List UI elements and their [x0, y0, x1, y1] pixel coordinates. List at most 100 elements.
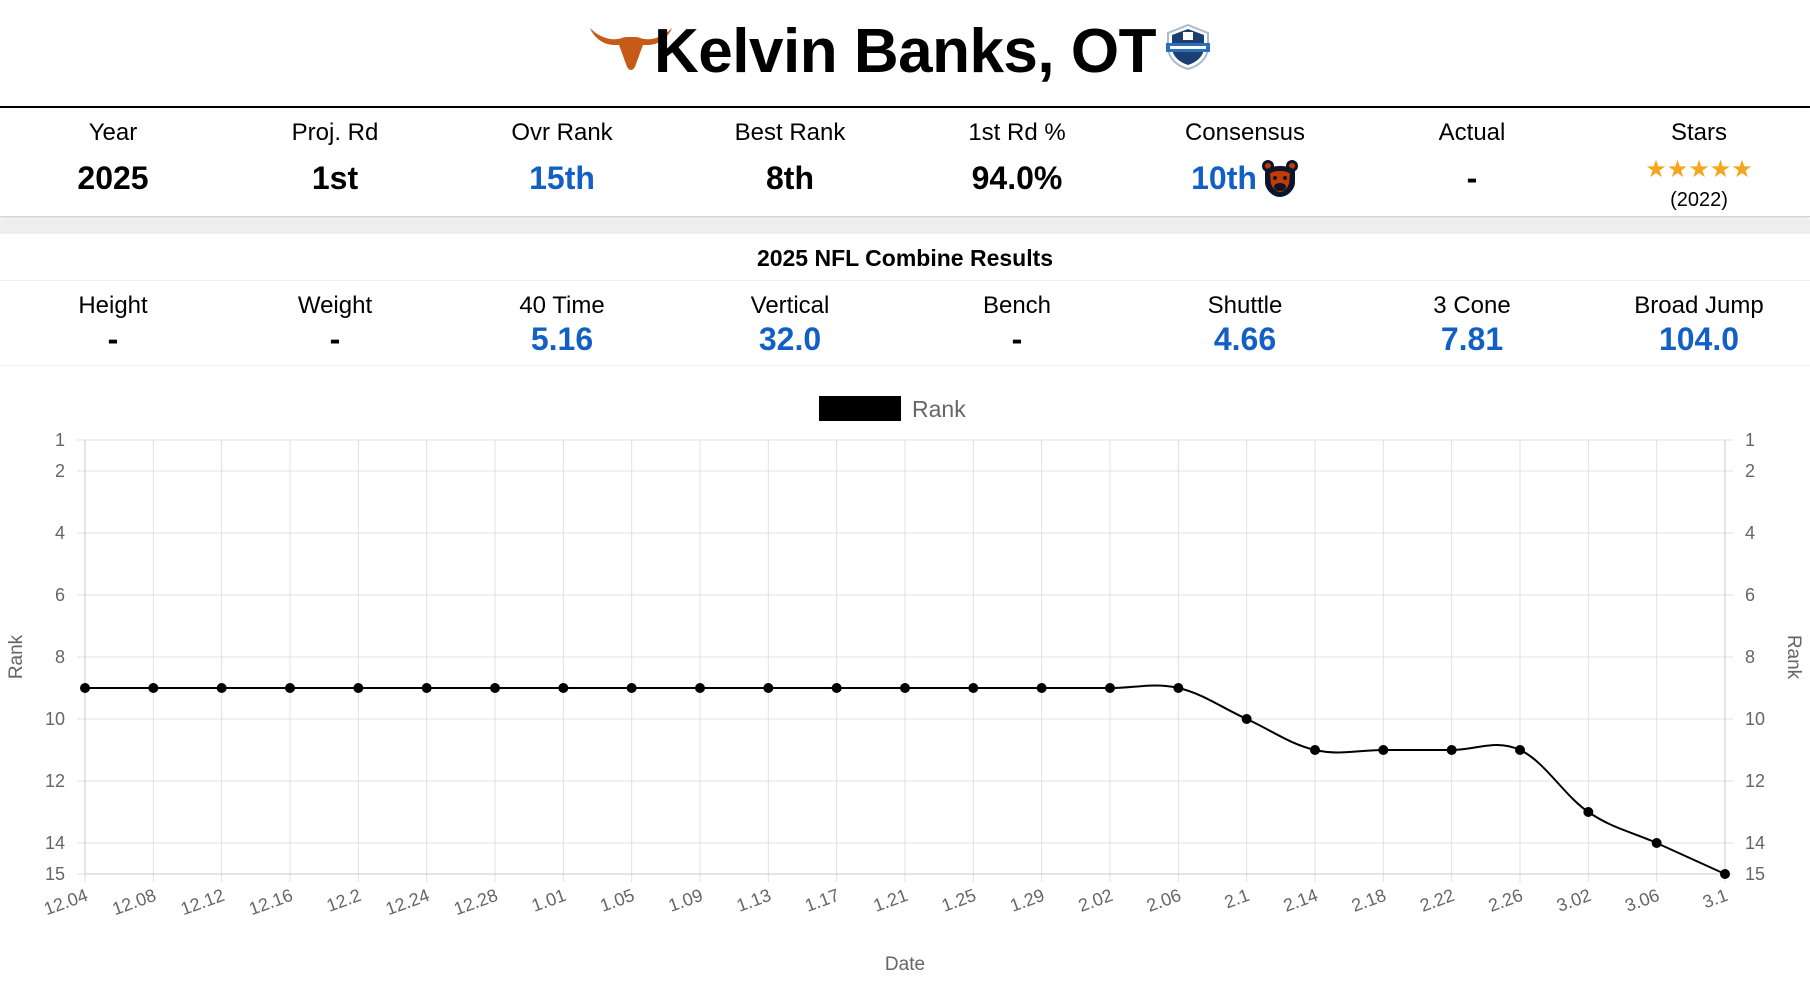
nfl-combine-icon	[1166, 23, 1210, 71]
stat-year: Year 2025	[0, 108, 226, 216]
y-tick-label-right: 15	[1745, 864, 1765, 884]
x-tick-label: 2.14	[1281, 885, 1321, 916]
star-rating: ★★★★★	[1645, 156, 1753, 183]
data-point	[1310, 745, 1320, 755]
combine-value: 32.0	[758, 321, 822, 357]
x-tick-label: 1.01	[529, 885, 569, 916]
y-tick-label-left: 6	[55, 585, 65, 605]
combine-broad-jump: Broad Jump 104.0	[1586, 281, 1810, 365]
stat-actual: Actual -	[1359, 108, 1585, 216]
y-tick-label-left: 15	[45, 864, 65, 884]
x-tick-label: 1.09	[666, 885, 706, 916]
x-tick-label: 2.02	[1076, 885, 1116, 916]
combine-label: Height	[78, 292, 148, 319]
data-point	[626, 683, 637, 693]
x-axis-title: Date	[885, 954, 925, 975]
x-tick-label: 12.24	[383, 885, 432, 919]
data-point	[148, 683, 159, 693]
x-tick-label: 12.12	[178, 885, 227, 919]
stat-label: Proj. Rd	[291, 119, 379, 146]
x-tick-label: 1.17	[802, 885, 842, 916]
combine-value: 7.81	[1440, 321, 1504, 357]
data-point	[1241, 714, 1252, 724]
y-tick-label-left: 10	[45, 709, 65, 729]
combine-label: Vertical	[750, 292, 830, 319]
section-divider	[0, 220, 1810, 234]
data-point	[558, 683, 569, 693]
stars-year: (2022)	[1670, 189, 1728, 211]
stat-consensus: Consensus 10th	[1132, 108, 1358, 216]
legend-label: Rank	[912, 396, 966, 422]
combine-height: Height -	[0, 281, 226, 365]
combine-results: Height - Weight - 40 Time 5.16 Vertical …	[0, 281, 1810, 366]
stat-value: -	[1466, 160, 1478, 196]
y-axis-title-left: Rank	[6, 634, 27, 679]
combine-label: 40 Time	[519, 292, 605, 319]
chicago-bears-icon	[1261, 159, 1298, 197]
combine-label: Broad Jump	[1634, 292, 1764, 319]
x-tick-label: 12.28	[451, 885, 500, 919]
combine-value: 4.66	[1213, 321, 1277, 357]
x-tick-label: 2.22	[1417, 885, 1457, 916]
stat-label: Ovr Rank	[511, 119, 613, 146]
data-point	[831, 683, 842, 693]
data-point	[1105, 683, 1115, 693]
y-tick-label-right: 8	[1745, 647, 1755, 667]
y-tick-label-right: 4	[1745, 523, 1755, 543]
x-tick-label: 1.05	[597, 885, 637, 916]
y-tick-label-left: 4	[55, 523, 65, 543]
y-tick-label-right: 14	[1745, 833, 1765, 853]
combine-label: 3 Cone	[1433, 292, 1511, 319]
combine-value: 5.16	[530, 321, 594, 357]
data-point	[900, 683, 910, 693]
y-tick-label-left: 2	[55, 461, 65, 481]
page-header: Kelvin Banks, OT	[0, 0, 1810, 106]
consensus-link[interactable]: 10th	[1191, 160, 1257, 196]
ovr-rank-link[interactable]: 15th	[529, 160, 595, 196]
y-tick-label-right: 10	[1745, 709, 1765, 729]
legend-swatch	[819, 396, 901, 421]
combine-label: Weight	[297, 292, 373, 319]
stat-value: 2025	[77, 160, 149, 196]
x-tick-label: 12.16	[246, 885, 295, 919]
stat-label: 1st Rd %	[968, 119, 1066, 146]
x-tick-label: 12.2	[324, 885, 364, 916]
data-point	[763, 683, 774, 693]
y-tick-label-left: 1	[55, 430, 65, 450]
stat-value: 1st	[311, 160, 359, 196]
x-tick-label: 3.06	[1622, 885, 1662, 916]
x-tick-label: 12.04	[41, 885, 90, 919]
combine-title: 2025 NFL Combine Results	[0, 236, 1810, 281]
player-stats-bar: Year 2025 Proj. Rd 1st Ovr Rank 15th Bes…	[0, 106, 1810, 217]
x-tick-label: 2.06	[1144, 885, 1184, 916]
data-point	[968, 683, 979, 693]
data-point	[490, 683, 500, 693]
y-axis-title-right: Rank	[1783, 635, 1804, 680]
data-point	[353, 683, 364, 693]
data-point	[421, 683, 432, 693]
data-point	[1446, 745, 1457, 755]
combine-vertical: Vertical 32.0	[677, 281, 903, 365]
rank-chart: Rank 1 1 2 2 4 4 6 6 8 8 10 10 12 12 14 14 15 15 12.04 12.08…	[0, 372, 1810, 986]
stat-value: 8th	[766, 160, 814, 196]
x-tick-label: 1.29	[1007, 885, 1047, 916]
combine-label: Bench	[982, 292, 1052, 319]
data-point	[1515, 745, 1525, 755]
y-tick-label-left: 8	[55, 647, 65, 667]
x-tick-label: 3.02	[1554, 885, 1594, 916]
y-tick-label-right: 12	[1745, 771, 1765, 791]
stat-ovr-rank: Ovr Rank 15th	[449, 108, 675, 216]
y-tick-label-right: 6	[1745, 585, 1755, 605]
x-tick-label: 2.18	[1349, 885, 1389, 916]
combine-label: Shuttle	[1207, 292, 1283, 319]
x-tick-label: 1.25	[939, 885, 979, 916]
combine-shuttle: Shuttle 4.66	[1132, 281, 1358, 365]
consensus-value: 10th	[1132, 158, 1358, 198]
data-point	[1036, 683, 1047, 693]
stat-proj-rd: Proj. Rd 1st	[222, 108, 448, 216]
combine-value: -	[1011, 321, 1023, 357]
data-point	[695, 683, 705, 693]
y-tick-label-left: 14	[45, 833, 65, 853]
stat-label: Stars	[1670, 119, 1727, 146]
